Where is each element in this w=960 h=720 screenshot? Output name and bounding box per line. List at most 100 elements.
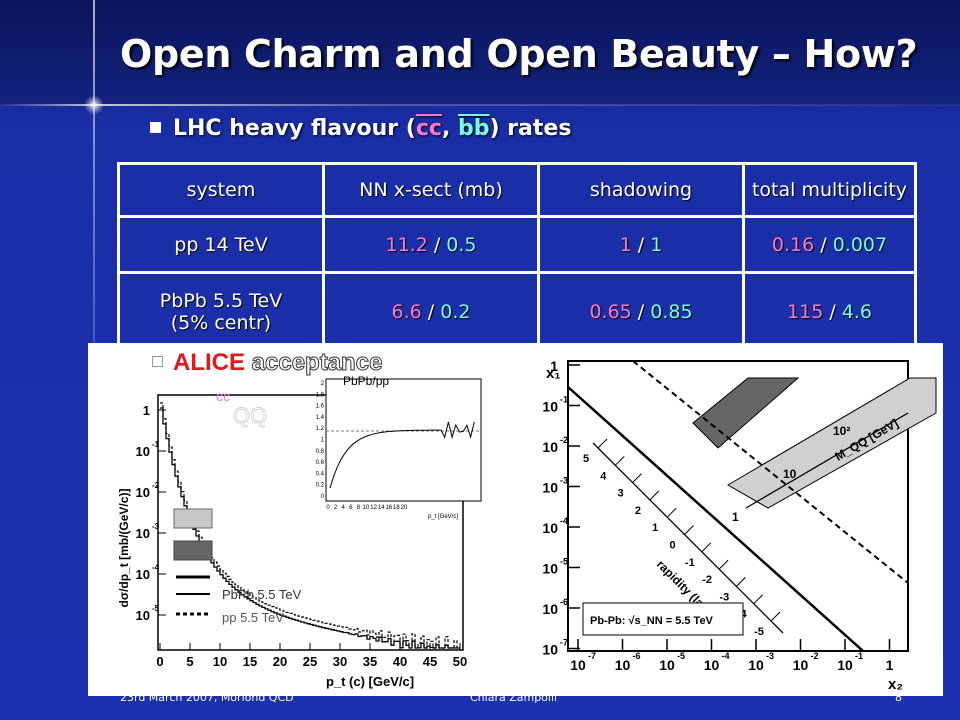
footer-date: 23rd March 2007, Moriond QCD <box>120 691 294 704</box>
bullet-square-icon <box>152 356 163 367</box>
rapidity-tick-label: 3 <box>618 488 624 500</box>
inset-ytick-label: 1 <box>321 438 325 444</box>
rapidity-tick-label: 1 <box>652 522 658 534</box>
inset-xtick-label: 14 <box>378 505 385 511</box>
alice-label: ALICE <box>173 349 245 376</box>
figure-panel: dσ/dp_t [mb/(GeV/c)] p_t (c) [GeV/c] 1 10… <box>88 343 943 696</box>
left-ytick-exp: -1 <box>152 440 160 449</box>
right-xtick-label: 10 <box>837 657 853 673</box>
rapidity-tick-mark <box>753 594 764 605</box>
left-xtick-label: 35 <box>363 654 377 669</box>
left-ytick-exp: -2 <box>152 481 160 490</box>
header-system: system <box>117 162 325 218</box>
right-ytick-label: 10 <box>542 439 558 455</box>
left-xtick-label: 50 <box>453 654 467 669</box>
acceptance-label: acceptance <box>245 349 383 377</box>
rapidity-tick-label: -5 <box>754 626 764 638</box>
inset-xtick-label: 12 <box>370 505 377 511</box>
right-xtick-label: 10 <box>615 657 631 673</box>
left-xtick-label: 30 <box>333 654 347 669</box>
right-xtick-label: 10 <box>659 657 675 673</box>
inset-ytick-label: 0 <box>321 494 325 500</box>
right-ytick-label: 10 <box>542 601 558 617</box>
inset-ytick-label: 2 <box>321 381 325 387</box>
left-ytick-label: 10 <box>136 444 150 459</box>
left-xtick-label: 10 <box>213 654 227 669</box>
bullet-heavy-flavour: LHC heavy flavour (cc, bb) rates <box>150 116 571 141</box>
left-xtick-label: 20 <box>273 654 287 669</box>
left-xtick-label: 45 <box>423 654 437 669</box>
bullet-alice-acceptance: ALICE acceptance <box>152 349 383 377</box>
right-xtick-exp: -6 <box>633 651 641 661</box>
inset-yticks: 2 1.8 1.6 1.4 1.2 1 0.8 0.6 0.4 0.2 0 <box>316 381 325 500</box>
right-ytick-exp: -1 <box>560 395 568 405</box>
slide-title: Open Charm and Open Beauty – How? <box>120 32 918 76</box>
cell-multiplicity: 0.16 / 0.007 <box>742 215 917 274</box>
footer-page-number: 8 <box>895 691 902 704</box>
rapidity-tick-mark <box>614 455 625 466</box>
right-xtick-exp: -7 <box>588 651 596 661</box>
right-ytick-exp: -5 <box>560 557 568 567</box>
rapidity-tick-label: -1 <box>685 557 695 569</box>
label-cc: cc <box>216 388 230 404</box>
x2-label: x₂ <box>888 676 903 693</box>
right-ytick-exp: -2 <box>560 435 568 445</box>
legend-dark-box <box>173 540 213 561</box>
rapidity-tick-mark <box>684 525 694 535</box>
mass-axis <box>745 412 909 509</box>
left-xlabel: p_t (c) [GeV/c] <box>326 674 414 689</box>
inset-ytick-label: 1.4 <box>316 415 325 421</box>
cell-shadowing: 1 / 1 <box>537 215 745 274</box>
beauty-label: bb <box>457 116 490 141</box>
right-ytick-exp: -3 <box>560 476 568 486</box>
cell-system: PbPb 5.5 TeV (5% centr) <box>117 271 325 352</box>
bullet-separator: , <box>441 116 458 141</box>
right-xticks: 10-710-610-510-410-310-210-11 <box>570 639 894 673</box>
inset-ytick-label: 0.8 <box>316 449 325 455</box>
inset-ytick-label: 1.8 <box>316 392 325 398</box>
right-xtick-label: 10 <box>748 657 764 673</box>
mass-tick: 10² <box>833 424 850 438</box>
right-kinematics-plot: x₁ x₂ 110-110-210-310-410-510-610-7 10-7… <box>542 358 937 693</box>
left-xtick-label: 25 <box>303 654 317 669</box>
charm-label: cc <box>415 116 442 141</box>
left-ytick-label: 10 <box>136 526 150 541</box>
rapidity-tick-mark <box>770 611 781 622</box>
inset-xticks: 0 2 4 6 8 10 12 14 16 18 20 <box>326 505 408 511</box>
x1-label: x₁ <box>546 365 561 382</box>
dark-acceptance-band <box>692 377 800 449</box>
inset-xtick-label: 10 <box>363 505 370 511</box>
table-row: PbPb 5.5 TeV (5% centr) 6.6 / 0.2 0.65 / … <box>117 271 917 352</box>
inset-xtick-label: 16 <box>385 505 392 511</box>
energy-box <box>582 602 744 636</box>
label-qq: QQ <box>233 403 267 428</box>
right-xtick-label: 1 <box>886 657 894 673</box>
left-xtick-label: 15 <box>243 654 257 669</box>
right-ytick-label: 10 <box>542 480 558 496</box>
inset-xtick-label: 0 <box>326 505 330 511</box>
left-ytick-exp: -4 <box>152 563 160 572</box>
rapidity-tick-mark <box>649 490 660 501</box>
header-shadowing: shadowing <box>537 162 745 218</box>
inset-ytick-label: 0.6 <box>316 460 325 466</box>
diagonal-solid-line <box>567 386 864 652</box>
right-ytick-label: 10 <box>542 399 558 415</box>
right-xtick-label: 10 <box>570 657 586 673</box>
right-plot-frame <box>567 360 909 652</box>
inset-title: PbPb/pp <box>343 374 389 388</box>
rapidity-axis <box>592 442 784 634</box>
right-ytick-label: 10 <box>542 642 558 658</box>
rapidity-tick-label: 2 <box>635 505 641 517</box>
left-ytick-label: 10 <box>136 608 150 623</box>
inset-frame <box>325 378 482 502</box>
footer-author: Chiara Zampolli <box>470 691 558 704</box>
legend-light-box <box>173 508 213 529</box>
diagonal-dashed-line <box>632 360 909 584</box>
inset-xtick-label: 2 <box>334 505 338 511</box>
cell-xsect: 11.2 / 0.5 <box>322 215 540 274</box>
right-ytick-exp: -6 <box>560 597 568 607</box>
inset-xtick-label: 20 <box>401 505 408 511</box>
right-xtick-exp: -3 <box>766 651 774 661</box>
decorative-horizontal-line <box>0 104 960 106</box>
rapidity-tick-mark <box>632 473 642 483</box>
